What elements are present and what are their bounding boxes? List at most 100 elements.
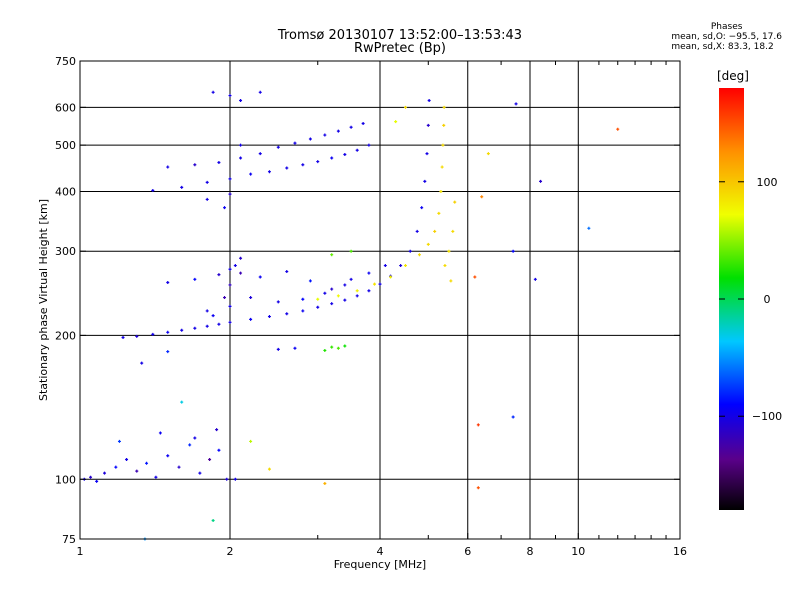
data-point xyxy=(378,282,382,286)
data-point xyxy=(180,328,184,332)
data-point xyxy=(193,277,197,281)
data-point xyxy=(336,129,340,133)
data-point xyxy=(188,443,192,447)
data-point xyxy=(449,279,453,283)
data-point xyxy=(343,283,347,287)
data-point xyxy=(441,143,445,147)
phase-stats-box: Phases mean, sd,O: −95.5, 17.6 mean, sd,… xyxy=(671,22,782,52)
data-point xyxy=(267,467,271,471)
data-point xyxy=(587,226,591,230)
data-point xyxy=(239,143,243,147)
data-point xyxy=(233,477,237,481)
data-point xyxy=(440,165,444,169)
y-tick-label: 750 xyxy=(55,55,76,68)
colorbar-tick-label: −100 xyxy=(752,410,782,423)
y-tick-label: 200 xyxy=(55,329,76,342)
x-tick-label: 4 xyxy=(377,545,384,558)
x-tick-label: 2 xyxy=(227,545,234,558)
data-point xyxy=(239,99,243,103)
data-point xyxy=(437,211,441,215)
data-point xyxy=(166,165,170,169)
data-point xyxy=(228,320,232,324)
data-point xyxy=(205,324,209,328)
data-point xyxy=(223,206,227,210)
chart-title-line1: Tromsø 20130107 13:52:00–13:53:43 xyxy=(277,28,523,43)
data-point xyxy=(95,479,99,483)
data-point xyxy=(476,423,480,427)
data-point xyxy=(301,309,305,313)
y-tick-label: 400 xyxy=(55,185,76,198)
data-point xyxy=(373,282,377,286)
colorbar-tick-label: 0 xyxy=(764,293,771,306)
data-point xyxy=(403,264,407,268)
data-point xyxy=(125,457,129,461)
data-point xyxy=(426,242,430,246)
data-point xyxy=(323,481,327,485)
data-point xyxy=(166,330,170,334)
data-point xyxy=(383,264,387,268)
data-point xyxy=(249,172,253,176)
data-point xyxy=(426,123,430,127)
data-point xyxy=(443,264,447,268)
data-point xyxy=(205,309,209,313)
data-point xyxy=(239,271,243,275)
data-point xyxy=(301,297,305,301)
data-point xyxy=(217,273,221,277)
colorbar-label: [deg] xyxy=(717,69,749,83)
data-point xyxy=(135,334,139,338)
data-point xyxy=(316,297,320,301)
data-point xyxy=(177,465,181,469)
data-point xyxy=(276,145,280,149)
data-point xyxy=(511,415,515,419)
data-point xyxy=(427,99,431,103)
data-point xyxy=(415,229,419,233)
data-point xyxy=(539,179,543,183)
x-tick-label: 8 xyxy=(527,545,534,558)
data-point xyxy=(249,439,253,443)
data-point xyxy=(217,160,221,164)
data-point xyxy=(166,281,170,285)
data-point xyxy=(408,249,412,253)
data-point xyxy=(217,322,221,326)
data-point xyxy=(399,264,403,268)
data-point xyxy=(330,253,334,257)
data-point xyxy=(336,294,340,298)
x-tick-label: 6 xyxy=(464,545,471,558)
data-point xyxy=(258,275,262,279)
y-tick-label: 600 xyxy=(55,101,76,114)
data-points xyxy=(82,90,620,541)
colorbar-tick-label: 100 xyxy=(757,176,778,189)
data-point xyxy=(193,163,197,167)
phase-stats-x: mean, sd,X: 83.3, 18.2 xyxy=(671,42,774,52)
data-point xyxy=(239,256,243,260)
data-point xyxy=(225,477,229,481)
data-point xyxy=(453,200,457,204)
data-point xyxy=(308,279,312,283)
data-point xyxy=(285,270,289,274)
data-point xyxy=(228,304,232,308)
data-point xyxy=(215,428,219,432)
data-point xyxy=(533,277,537,281)
data-point xyxy=(476,486,480,490)
data-point xyxy=(442,105,446,109)
data-point xyxy=(514,102,518,106)
data-point xyxy=(355,289,359,293)
data-point xyxy=(151,188,155,192)
data-point xyxy=(166,454,170,458)
data-point xyxy=(367,143,371,147)
data-point xyxy=(228,283,232,287)
data-point xyxy=(208,457,212,461)
data-point xyxy=(389,275,393,279)
data-point xyxy=(223,296,227,300)
data-point xyxy=(330,156,334,160)
data-point xyxy=(316,305,320,309)
data-point xyxy=(308,137,312,141)
data-point xyxy=(480,195,484,199)
data-point xyxy=(616,127,620,131)
data-point xyxy=(473,275,477,279)
data-point xyxy=(145,461,149,465)
x-axis-ticks: 1 2 4 6 8 10 16 xyxy=(77,61,687,558)
data-point xyxy=(121,335,125,339)
x-tick-label: 16 xyxy=(673,545,687,558)
